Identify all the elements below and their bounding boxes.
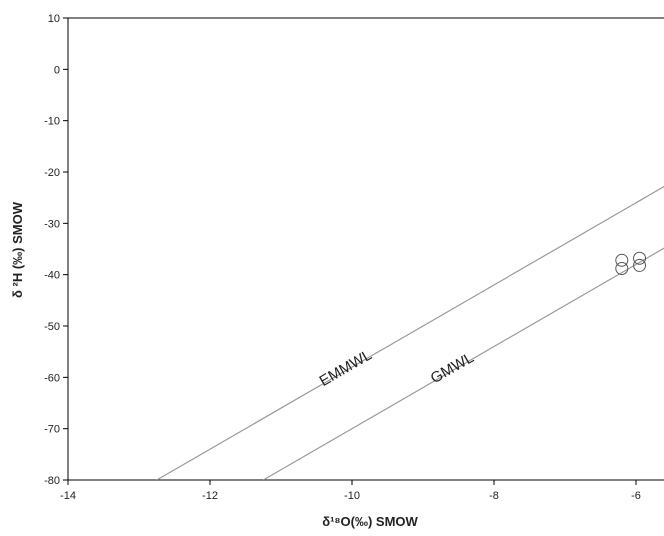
y-tick-label: -30 bbox=[44, 218, 60, 230]
y-tick-label: -10 bbox=[44, 116, 60, 128]
y-tick-label: -60 bbox=[44, 372, 60, 384]
x-axis-label: δ¹⁸O(‰) SMOW bbox=[322, 514, 418, 529]
meteoric-water-lines bbox=[156, 185, 664, 480]
data-points bbox=[615, 251, 647, 276]
y-tick-label: -20 bbox=[44, 167, 60, 179]
plot-frame bbox=[67, 17, 664, 481]
open-point bbox=[633, 251, 647, 265]
y-axis-label: δ ²H (‰) SMOW bbox=[10, 201, 25, 298]
line-labels: EMMWL GMWL bbox=[317, 346, 477, 390]
x-tick-label: -12 bbox=[202, 490, 218, 502]
x-tick-label: -10 bbox=[344, 490, 360, 502]
line-label-emmwl: EMMWL bbox=[317, 346, 375, 390]
line-gmwl bbox=[262, 247, 664, 480]
y-tick-label: -40 bbox=[44, 270, 60, 282]
open-point bbox=[633, 258, 647, 272]
y-tick-label: -50 bbox=[44, 321, 60, 333]
x-axis: -14-12-10-8-6-4-202 bbox=[60, 480, 641, 502]
y-tick-label: 10 bbox=[48, 13, 60, 25]
x-tick-label: -14 bbox=[60, 490, 76, 502]
x-tick-label: -8 bbox=[489, 490, 499, 502]
open-point bbox=[615, 253, 629, 267]
line-label-gmwl: GMWL bbox=[428, 349, 477, 387]
y-tick-label: -70 bbox=[44, 424, 60, 436]
line-emmwl bbox=[156, 185, 664, 480]
x-tick-label: -6 bbox=[631, 490, 641, 502]
y-tick-label: 0 bbox=[54, 64, 60, 76]
y-tick-label: -80 bbox=[44, 475, 60, 487]
open-point bbox=[615, 262, 629, 276]
y-axis: -80 -70 -60 -50 -40 -30 -20 -10 0 10 bbox=[44, 13, 68, 487]
